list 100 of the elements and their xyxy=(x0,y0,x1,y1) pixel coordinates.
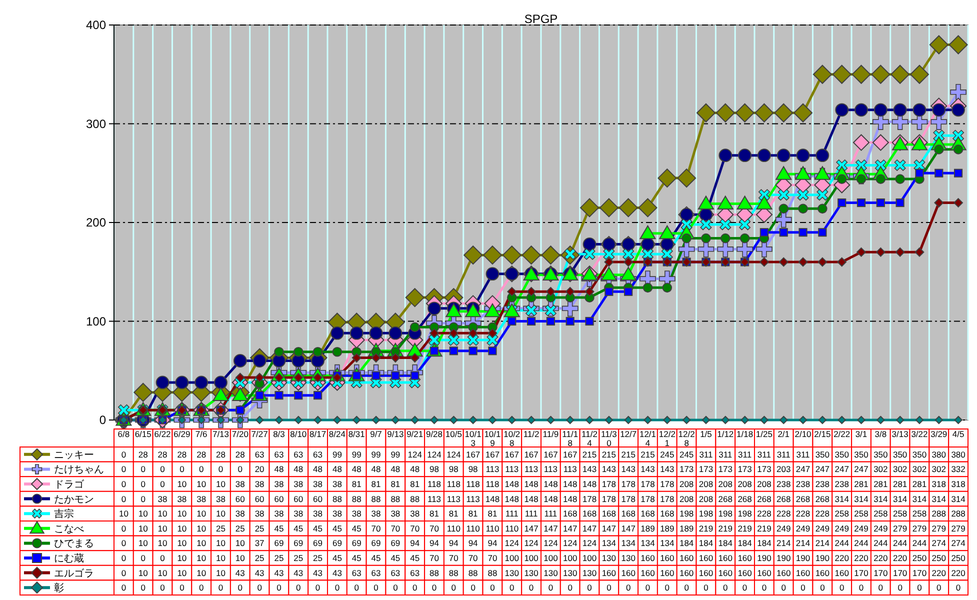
data-label: 178 xyxy=(621,494,636,504)
y-tick-label: 200 xyxy=(86,216,106,230)
data-label: 99 xyxy=(352,449,362,460)
data-label: 0 xyxy=(490,582,496,593)
data-label: 63 xyxy=(313,449,323,460)
data-label: 250 xyxy=(932,552,946,563)
data-label: 247 xyxy=(834,464,850,474)
data-label: 0 xyxy=(160,582,166,593)
data-label: 147 xyxy=(563,523,578,534)
data-label: 0 xyxy=(121,478,126,489)
data-label: 38 xyxy=(294,478,304,489)
data-label: 10 xyxy=(158,538,168,548)
data-label: 0 xyxy=(723,582,728,593)
data-label: 0 xyxy=(374,582,379,593)
x-tick-label: 11/2 xyxy=(523,429,540,439)
x-tick-label: 6/29 xyxy=(174,429,190,439)
data-label: 69 xyxy=(274,538,284,548)
data-label: 43 xyxy=(254,568,265,578)
data-label: 258 xyxy=(912,508,927,519)
data-label: 69 xyxy=(352,538,362,548)
data-label: 100 xyxy=(582,552,597,563)
data-label: 178 xyxy=(660,494,675,504)
data-label: 160 xyxy=(640,552,656,563)
data-label: 45 xyxy=(352,552,362,563)
data-label: 45 xyxy=(410,552,420,563)
data-label: 70 xyxy=(468,552,478,563)
x-tick-label: 10/28 xyxy=(504,429,520,448)
data-label: 130 xyxy=(524,568,539,578)
data-label: 167 xyxy=(544,449,558,460)
data-label: 160 xyxy=(718,568,733,578)
data-label: 0 xyxy=(121,552,126,563)
data-label: 148 xyxy=(563,494,578,504)
data-label: 10 xyxy=(177,478,187,489)
data-label: 178 xyxy=(621,478,636,489)
data-label: 168 xyxy=(621,508,636,519)
data-label: 38 xyxy=(332,478,342,489)
x-tick-label: 9/7 xyxy=(370,429,382,439)
data-label: 134 xyxy=(602,538,616,548)
data-label: 10 xyxy=(235,538,246,548)
data-label: 168 xyxy=(602,508,616,519)
data-label: 10 xyxy=(138,538,148,548)
data-label: 314 xyxy=(892,494,908,504)
data-label: 302 xyxy=(892,464,908,474)
data-label: 220 xyxy=(874,552,888,563)
data-label: 38 xyxy=(313,508,323,519)
data-label: 250 xyxy=(951,552,966,563)
data-label: 113 xyxy=(563,464,578,474)
legend-label: たかモン xyxy=(54,494,94,506)
data-label: 148 xyxy=(504,478,520,489)
y-tick-label: 300 xyxy=(86,116,106,131)
data-label: 10 xyxy=(216,508,226,519)
data-label: 219 xyxy=(757,523,772,534)
data-label: 0 xyxy=(858,582,864,593)
data-label: 130 xyxy=(582,568,597,578)
data-label: 43 xyxy=(332,568,342,578)
data-label: 0 xyxy=(121,464,126,474)
data-label: 0 xyxy=(800,582,806,593)
data-label: 268 xyxy=(776,494,791,504)
data-label: 60 xyxy=(254,494,265,504)
data-label: 279 xyxy=(932,523,946,534)
data-label: 25 xyxy=(274,552,284,563)
data-label: 88 xyxy=(371,494,382,504)
data-label: 0 xyxy=(238,582,243,593)
data-label: 214 xyxy=(796,538,810,548)
data-label: 244 xyxy=(834,538,850,548)
data-label: 0 xyxy=(917,582,922,593)
data-label: 238 xyxy=(776,478,791,489)
data-label: 245 xyxy=(679,449,694,460)
data-label: 25 xyxy=(235,523,246,534)
data-label: 173 xyxy=(757,464,772,474)
x-tick-label: 1/5 xyxy=(700,429,712,439)
data-label: 43 xyxy=(294,568,304,578)
data-label: 228 xyxy=(796,508,810,519)
data-label: 160 xyxy=(660,552,675,563)
data-label: 318 xyxy=(951,478,966,489)
data-label: 302 xyxy=(912,464,927,474)
data-label: 350 xyxy=(834,449,850,460)
data-label: 0 xyxy=(548,582,554,593)
data-label: 88 xyxy=(352,494,362,504)
data-label: 100 xyxy=(544,552,558,563)
data-label: 38 xyxy=(196,494,206,504)
data-label: 70 xyxy=(410,523,420,534)
data-label: 110 xyxy=(486,523,500,534)
data-label: 0 xyxy=(528,582,534,593)
data-label: 69 xyxy=(294,538,304,548)
data-label: 214 xyxy=(776,538,791,548)
data-label: 167 xyxy=(504,449,520,460)
data-label: 38 xyxy=(410,508,420,519)
data-label: 25 xyxy=(294,552,304,563)
data-label: 124 xyxy=(408,449,422,460)
data-label: 63 xyxy=(274,449,284,460)
data-label: 130 xyxy=(602,552,616,563)
data-label: 314 xyxy=(932,494,946,504)
data-label: 69 xyxy=(313,538,323,548)
data-label: 10 xyxy=(216,478,226,489)
data-label: 215 xyxy=(621,449,636,460)
data-label: 167 xyxy=(524,449,539,460)
data-label: 63 xyxy=(410,568,420,578)
data-label: 0 xyxy=(762,582,767,593)
data-label: 38 xyxy=(352,508,362,519)
